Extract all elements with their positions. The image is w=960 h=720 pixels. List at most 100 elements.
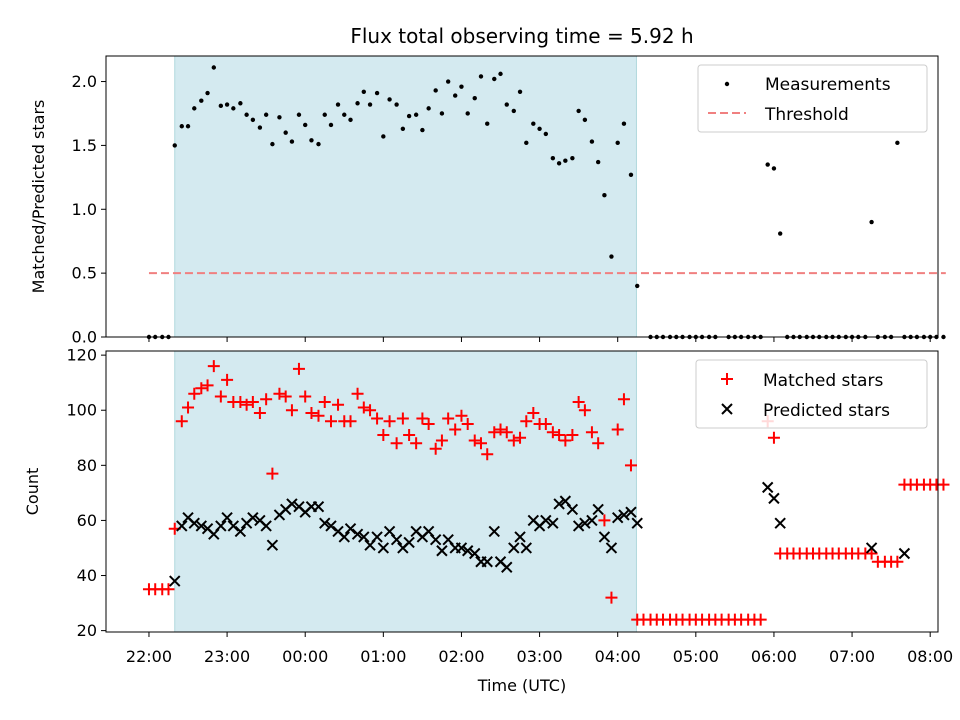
measurement-point <box>270 141 275 147</box>
measurement-point <box>777 231 783 236</box>
count-y-ticks: 20 40 60 80 100 120 <box>66 346 106 640</box>
measurement-point <box>550 155 556 161</box>
predicted-star-point <box>312 500 325 513</box>
ratio-y-tick-label: 1.0 <box>72 200 97 219</box>
count-x-tick-label: 07:00 <box>829 647 875 666</box>
matched-star-point <box>514 431 527 444</box>
count-x-tick-label: 06:00 <box>751 647 797 666</box>
predicted-star-point <box>260 520 272 532</box>
legend-label-predicted: Predicted stars <box>763 401 890 421</box>
measurement-point <box>615 140 620 146</box>
matched-star-point <box>396 412 409 425</box>
matched-star-point <box>273 387 286 400</box>
measurement-point <box>238 101 243 106</box>
matched-star-point <box>364 404 377 417</box>
ratio-y-tick-label: 0.0 <box>72 328 97 347</box>
matched-star-point <box>383 415 396 428</box>
ratio-y-axis-label: Matched/Predicted stars <box>29 100 48 294</box>
measurement-point <box>621 121 627 126</box>
matched-star-point <box>422 418 435 431</box>
measurement-point <box>492 76 497 82</box>
matched-star-point <box>299 390 312 403</box>
matched-star-point <box>201 379 214 392</box>
predicted-star-point <box>605 542 618 554</box>
observing-window-span <box>174 350 637 633</box>
measurement-point <box>205 90 210 96</box>
measurement-point <box>433 88 438 93</box>
measurement-point <box>498 71 503 77</box>
predicted-star-point <box>618 509 630 521</box>
predicted-star-point <box>865 542 878 554</box>
matched-star-point <box>559 434 572 447</box>
matched-star-point <box>416 412 429 425</box>
measurement-point <box>445 79 451 84</box>
count-y-tick-label: 120 <box>66 346 97 365</box>
count-panel-frame <box>105 350 939 633</box>
matched-star-point <box>585 426 598 439</box>
measurement-point <box>478 74 484 79</box>
matched-star-point <box>474 437 487 450</box>
legend-marker-measurements <box>724 81 730 87</box>
matched-star-point <box>221 373 234 386</box>
predicted-star-point <box>592 503 604 516</box>
matched-star-point <box>175 415 188 428</box>
predicted-star-point <box>572 520 585 532</box>
matched-star-point <box>578 404 591 417</box>
matched-star-point <box>592 437 605 450</box>
count-y-axis-label: Count <box>23 468 42 516</box>
matched-star-point <box>539 418 552 431</box>
count-x-tick-label: 04:00 <box>595 647 641 666</box>
measurement-point <box>172 143 177 148</box>
measurement-point <box>367 102 373 107</box>
matched-star-point <box>324 415 337 428</box>
legend-label-threshold: Threshold <box>764 105 849 125</box>
predicted-star-point <box>611 511 624 524</box>
matched-star-point <box>332 398 345 411</box>
matched-star-point <box>442 412 455 425</box>
measurement-point <box>472 95 477 101</box>
ratio-y-ticks: 0.0 0.5 1.0 1.5 2.0 <box>72 72 106 347</box>
ratio-legend-box <box>697 64 928 133</box>
legend-label-matched: Matched stars <box>763 371 883 391</box>
predicted-star-point <box>501 561 513 573</box>
measurement-point <box>589 139 595 144</box>
predicted-stars-points <box>169 481 911 587</box>
count-y-tick-label: 20 <box>77 621 97 640</box>
measurement-point <box>322 112 327 117</box>
matched-star-point <box>240 398 253 411</box>
count-legend-box <box>695 359 928 429</box>
measurement-point <box>348 117 353 123</box>
measurement-point <box>303 122 308 128</box>
matched-star-point <box>468 434 481 447</box>
x-axis-label: Time (UTC) <box>477 676 566 695</box>
matched-star-point <box>285 404 298 417</box>
ratio-x-ticks <box>148 337 931 342</box>
predicted-star-point <box>586 514 598 527</box>
matched-star-point <box>937 478 950 491</box>
observing-window-span <box>174 55 637 338</box>
matched-star-point <box>546 426 559 439</box>
matched-stars-points <box>142 360 950 626</box>
predicted-star-point <box>338 531 350 543</box>
predicted-star-point <box>625 506 637 518</box>
matched-star-point <box>754 613 767 626</box>
predicted-star-point <box>631 517 643 529</box>
matched-star-point <box>357 401 370 414</box>
predicted-star-point <box>469 547 481 560</box>
count-x-tick-label: 08:00 <box>907 647 953 666</box>
legend-label-measurements: Measurements <box>765 75 891 95</box>
matched-star-point <box>520 415 533 428</box>
count-x-ticks: 22:00 23:00 00:00 01:00 02:00 03:00 04:00 05:00… <box>126 632 953 666</box>
measurement-point <box>595 159 601 165</box>
matched-star-point <box>553 429 566 442</box>
matched-star-point <box>253 406 266 419</box>
legend-marker-matched <box>721 373 733 385</box>
measurement-point <box>309 138 314 143</box>
measurement-point <box>504 102 509 107</box>
measurement-point <box>224 102 230 107</box>
predicted-star-point <box>188 517 200 529</box>
count-x-tick-label: 22:00 <box>126 647 172 666</box>
matched-star-point <box>246 395 259 408</box>
predicted-star-point <box>898 547 911 560</box>
